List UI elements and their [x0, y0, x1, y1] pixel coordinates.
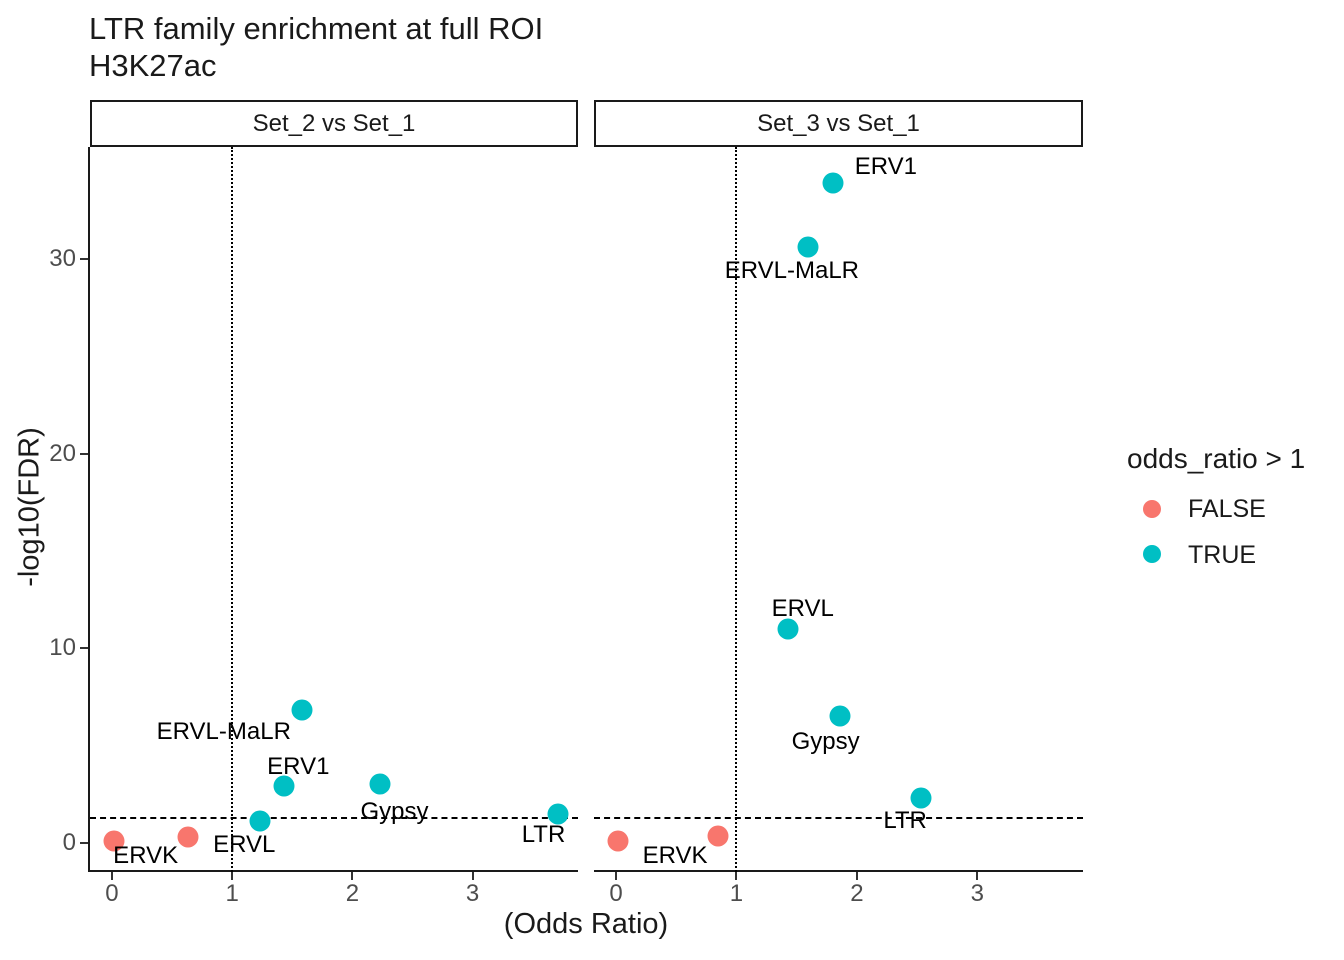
x-tick-mark: [855, 872, 858, 880]
legend-true-label: TRUE: [1188, 541, 1257, 569]
x-tick-mark: [231, 872, 234, 880]
x-tick-label: 2: [850, 880, 864, 907]
x-tick-label: 1: [225, 880, 239, 907]
facet-strip-set2-vs-set1: Set_2 vs Set_1: [90, 100, 578, 147]
data-point: [910, 787, 932, 809]
point-label: LTR: [521, 821, 566, 849]
legend-true-dot-icon: [1143, 545, 1161, 563]
point-label: ERVL: [213, 830, 276, 858]
facet-strip-set3-vs-set1: Set_3 vs Set_1: [594, 100, 1083, 147]
data-point: [547, 803, 569, 825]
point-label: ERVL: [771, 595, 834, 623]
plot-title: LTR family enrichment at full ROI: [89, 11, 544, 46]
point-label: ERVL-MaLR: [156, 717, 291, 745]
data-point: [822, 172, 844, 194]
legend-false-dot-icon: [1143, 500, 1161, 518]
legend-false-label: FALSE: [1188, 495, 1266, 523]
x-tick-mark: [615, 872, 618, 880]
data-point: [291, 699, 313, 721]
y-tick-label: 0: [62, 828, 76, 856]
data-point: [777, 618, 799, 640]
x-tick-mark: [110, 872, 113, 880]
legend-title: odds_ratio > 1: [1127, 443, 1306, 474]
y-tick-label: 10: [49, 634, 76, 662]
x-tick-label: 2: [345, 880, 360, 907]
x-axis-title: (Odds Ratio): [503, 908, 669, 940]
data-point: [829, 705, 851, 727]
y-tick-mark: [80, 257, 88, 260]
data-point: [273, 775, 295, 797]
point-label: ERV1: [267, 752, 330, 780]
plot-subtitle: H3K27ac: [89, 48, 217, 83]
x-axis-line-right-panel: [594, 870, 1083, 872]
x-tick-label: 0: [105, 880, 119, 907]
y-axis-line: [88, 147, 90, 872]
data-point: [369, 773, 391, 795]
x-tick-mark: [351, 872, 354, 880]
x-tick-mark: [976, 872, 979, 880]
y-tick-mark: [80, 647, 88, 650]
hline-fdr-threshold: [90, 816, 578, 819]
point-label: Gypsy: [360, 797, 429, 825]
x-tick-mark: [471, 872, 474, 880]
vline-odds-ratio-1: [735, 147, 738, 872]
facet-strip-label: Set_2 vs Set_1: [252, 109, 416, 137]
y-tick-label: 20: [49, 439, 76, 467]
facet-strip-label: Set_3 vs Set_1: [757, 109, 920, 137]
y-tick-mark: [80, 841, 88, 844]
x-tick-label: 3: [465, 880, 480, 907]
point-label: LTR: [883, 807, 927, 835]
x-tick-label: 3: [970, 880, 985, 907]
point-label: ERVK: [113, 842, 179, 870]
y-tick-label: 30: [49, 244, 76, 272]
vline-odds-ratio-1: [231, 147, 234, 872]
point-label: ERVK: [642, 842, 708, 870]
data-point: [707, 825, 729, 847]
x-tick-label: 0: [609, 880, 623, 907]
hline-fdr-threshold: [594, 816, 1083, 819]
data-point: [797, 236, 819, 258]
x-tick-label: 1: [729, 880, 744, 907]
data-point: [249, 810, 271, 832]
point-label: ERVL-MaLR: [724, 256, 860, 284]
data-point: [607, 830, 629, 852]
point-label: ERV1: [854, 153, 917, 181]
y-tick-mark: [80, 452, 88, 455]
x-axis-line-left-panel: [88, 870, 578, 872]
x-tick-mark: [735, 872, 738, 880]
point-label: Gypsy: [791, 727, 860, 755]
data-point: [103, 830, 125, 852]
data-point: [177, 826, 199, 848]
